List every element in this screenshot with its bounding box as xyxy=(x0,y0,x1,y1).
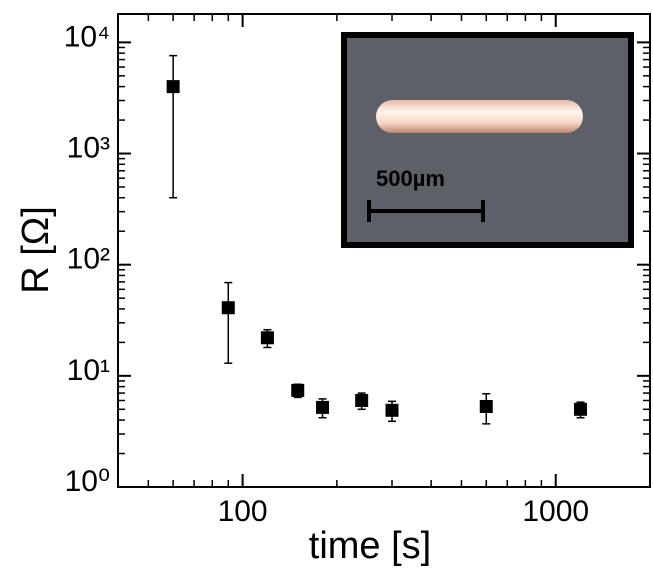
y-tick-label: 10⁴ xyxy=(64,20,110,53)
marker xyxy=(291,383,305,397)
error-bar xyxy=(169,54,178,199)
x-tick-label: 1000 xyxy=(522,495,589,528)
marker xyxy=(316,400,330,414)
y-tick-label: 10¹ xyxy=(67,354,110,387)
inset-frame xyxy=(341,32,634,248)
inset: 500µm xyxy=(341,32,634,248)
y-tick-label: 10² xyxy=(67,243,110,276)
marker xyxy=(385,403,399,417)
scale-label: 500µm xyxy=(376,166,445,191)
x-axis-label: time [s] xyxy=(309,525,431,567)
x-tick-label: 100 xyxy=(218,495,268,528)
y-axis-label: R [Ω] xyxy=(15,206,57,294)
marker xyxy=(166,80,180,94)
marker xyxy=(221,301,235,315)
y-tick-label: 10³ xyxy=(67,131,110,164)
plot-frame xyxy=(117,13,651,488)
marker xyxy=(574,402,588,416)
marker xyxy=(355,394,369,408)
axes: 100 1000 10⁰ 10¹ 10² 10³ 10⁴ xyxy=(64,13,651,528)
marker xyxy=(260,331,274,345)
y-tick-label: 10⁰ xyxy=(65,465,110,498)
inset-sample xyxy=(376,100,583,133)
error-bar xyxy=(224,281,233,364)
marker xyxy=(479,399,493,413)
